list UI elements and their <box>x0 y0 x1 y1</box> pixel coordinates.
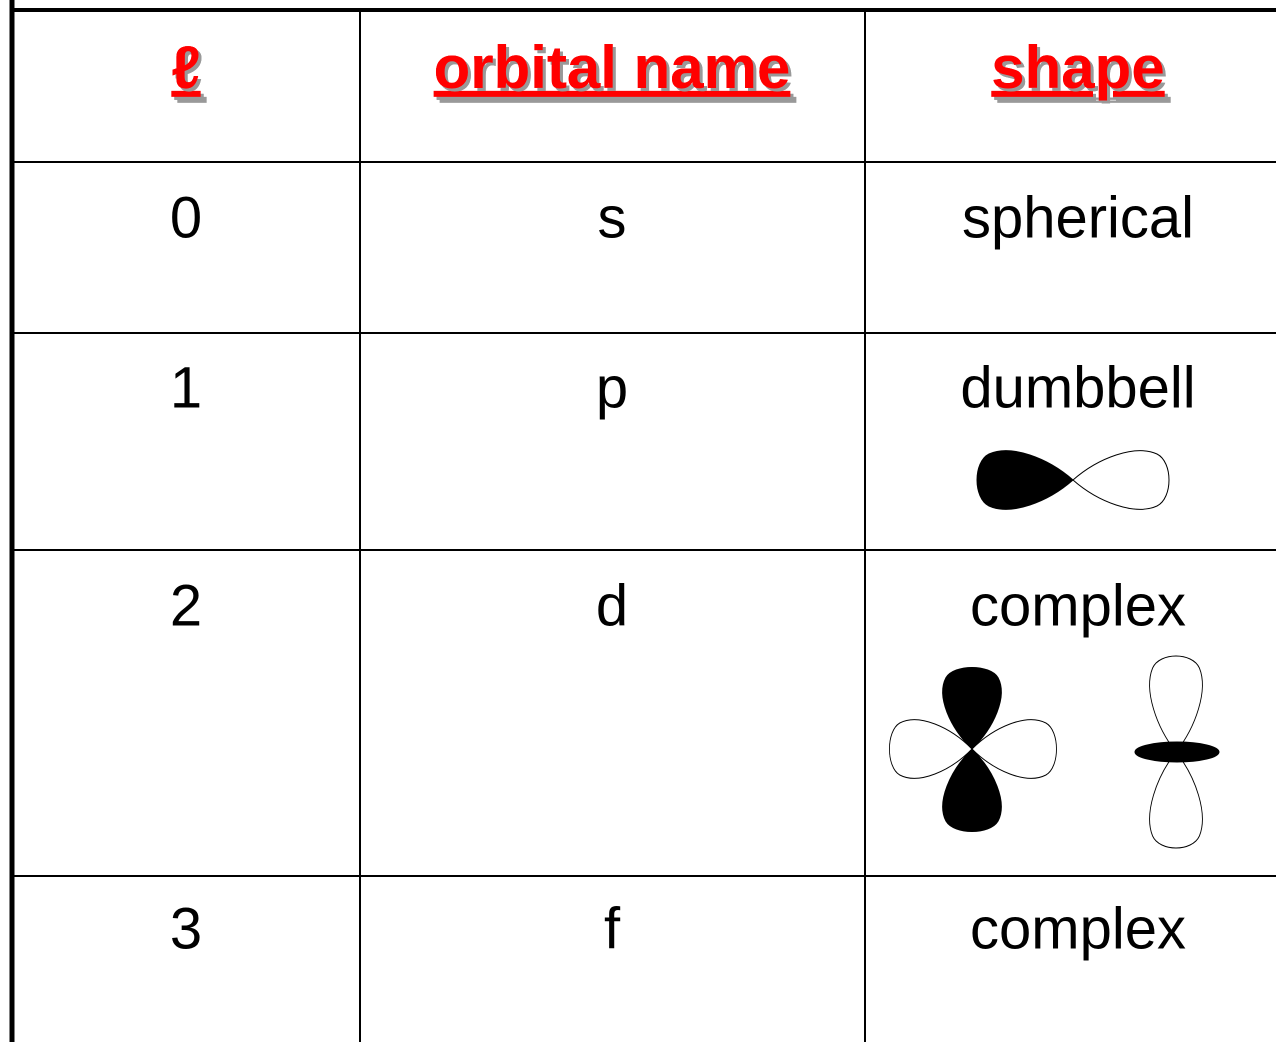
cell: 2 <box>170 573 202 638</box>
header-cell: ℓ <box>171 34 200 101</box>
cell: 3 <box>170 896 202 961</box>
header-cell: orbital name <box>434 34 791 101</box>
cell: spherical <box>962 185 1194 250</box>
cell: d <box>596 573 628 638</box>
dz2-orbital-icon <box>1134 655 1220 849</box>
cell: complex <box>970 896 1186 961</box>
cell: p <box>596 355 628 420</box>
header-cell: shape <box>991 34 1164 101</box>
cell: s <box>598 185 627 250</box>
cell: 0 <box>170 185 202 250</box>
cell: f <box>604 896 621 961</box>
d-orbital-icon <box>888 666 1057 833</box>
p-orbital-icon <box>976 450 1170 510</box>
cell: complex <box>970 573 1186 638</box>
cell: dumbbell <box>960 355 1195 420</box>
cell: 1 <box>170 355 202 420</box>
